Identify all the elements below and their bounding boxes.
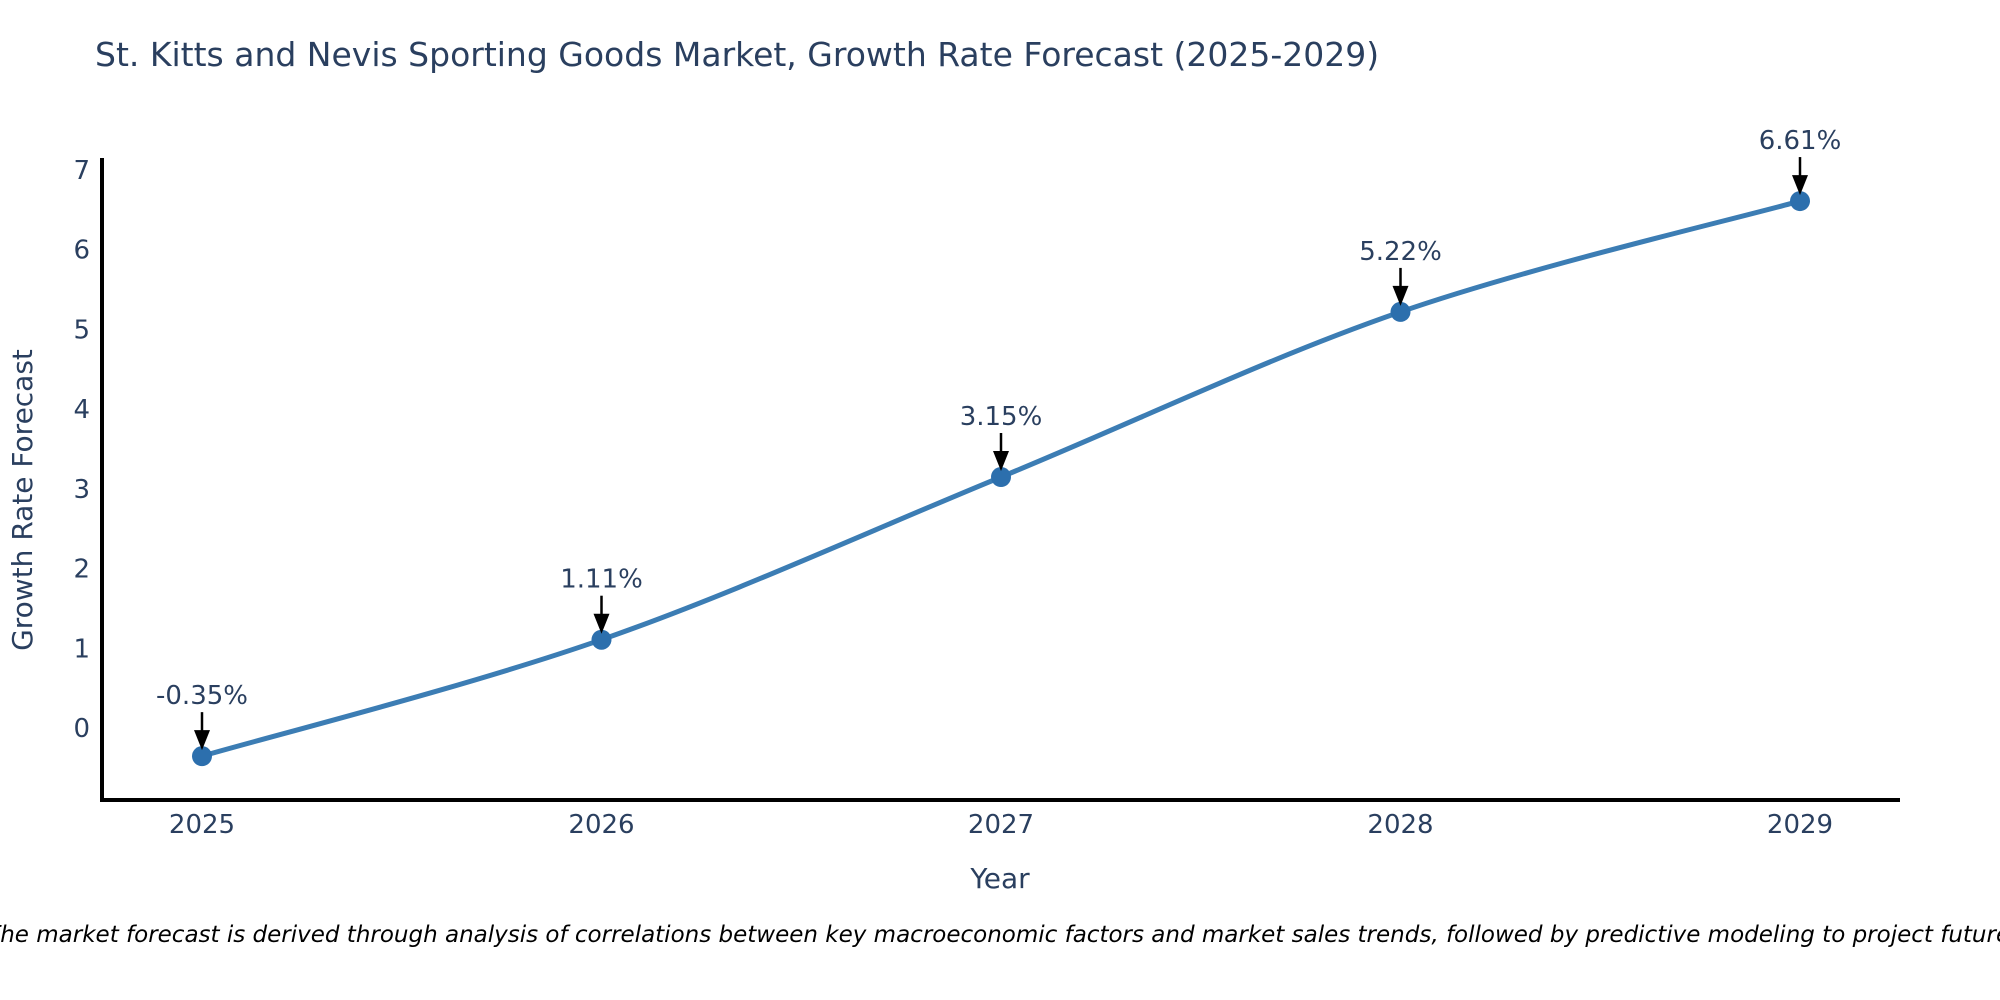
plot-area: 0 1 2 3 4 5 6 7 2025 2026 2027 2028 2029 -0.35% 1.11% 3… [73, 126, 1900, 840]
x-tick-label: 2029 [1767, 810, 1833, 840]
y-tick-label: 4 [73, 395, 90, 425]
annotation-arrow-head [1392, 285, 1409, 306]
point-annotation-label: 1.11% [560, 565, 643, 595]
x-axis-title: Year [969, 862, 1030, 895]
x-tick-label: 2027 [968, 810, 1034, 840]
annotation-arrow-head [593, 613, 610, 634]
x-tick-label: 2028 [1367, 810, 1433, 840]
y-tick-label: 6 [73, 236, 90, 266]
axis-lines [100, 158, 1900, 802]
footnote: Note: The market forecast is derived thr… [0, 922, 2000, 948]
point-annotation-label: -0.35% [156, 681, 248, 711]
y-tick-label: 7 [73, 156, 90, 186]
x-tick-label: 2026 [568, 810, 634, 840]
y-tick-label: 1 [73, 634, 90, 664]
data-point [1390, 301, 1411, 322]
y-tick-label: 3 [73, 475, 90, 505]
y-tick-label: 0 [73, 714, 90, 744]
annotation-arrow-head [993, 451, 1009, 472]
annotation-arrow-head [1792, 175, 1808, 196]
data-point [591, 629, 612, 650]
point-annotation-label: 6.61% [1759, 126, 1842, 156]
y-axis-title: Growth Rate Forecast [6, 349, 39, 651]
y-tick-label: 2 [73, 555, 90, 585]
annotation-arrow-head [194, 730, 210, 751]
data-point [192, 746, 212, 767]
data-point [1790, 191, 1810, 212]
x-tick-label: 2025 [169, 810, 235, 840]
point-annotation-label: 5.22% [1359, 237, 1442, 267]
data-point [991, 467, 1011, 488]
y-tick-label: 5 [73, 315, 90, 345]
chart-title: St. Kitts and Nevis Sporting Goods Marke… [95, 35, 1379, 74]
point-annotation-label: 3.15% [960, 402, 1043, 432]
